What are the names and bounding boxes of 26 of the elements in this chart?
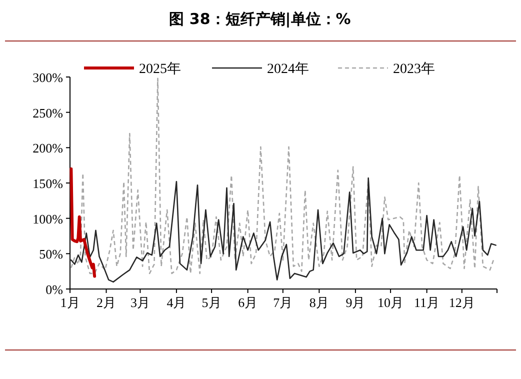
y-tick-label: 300% xyxy=(32,70,64,85)
x-tick-label: 2月 xyxy=(96,295,116,310)
x-tick-label: 4月 xyxy=(166,295,186,310)
line-series xyxy=(70,167,96,278)
legend-label: 2023年 xyxy=(393,61,435,77)
x-tick-label: 6月 xyxy=(238,295,258,310)
chart-title: 图 38：短纤产销|单位：% xyxy=(169,10,351,28)
x-tick-label: 7月 xyxy=(273,295,293,310)
y-tick-label: 0% xyxy=(46,282,64,297)
y-tick-label: 100% xyxy=(32,211,64,226)
x-tick-label: 8月 xyxy=(309,295,329,310)
x-tick-label: 11月 xyxy=(414,295,440,310)
x-tick-label: 3月 xyxy=(130,295,150,310)
y-tick-label: 250% xyxy=(32,105,64,120)
line-series xyxy=(70,78,494,274)
x-tick-label: 12月 xyxy=(448,295,475,310)
x-tick-label: 1月 xyxy=(60,295,80,310)
y-tick-label: 150% xyxy=(32,176,64,191)
legend-label: 2025年 xyxy=(139,61,181,77)
x-tick-label: 9月 xyxy=(346,295,366,310)
legend-label: 2024年 xyxy=(267,61,309,77)
y-tick-label: 50% xyxy=(39,246,64,262)
x-tick-label: 5月 xyxy=(202,295,222,310)
x-tick-label: 10月 xyxy=(378,295,404,310)
line-series xyxy=(70,177,496,283)
y-tick-label: 200% xyxy=(32,140,64,156)
